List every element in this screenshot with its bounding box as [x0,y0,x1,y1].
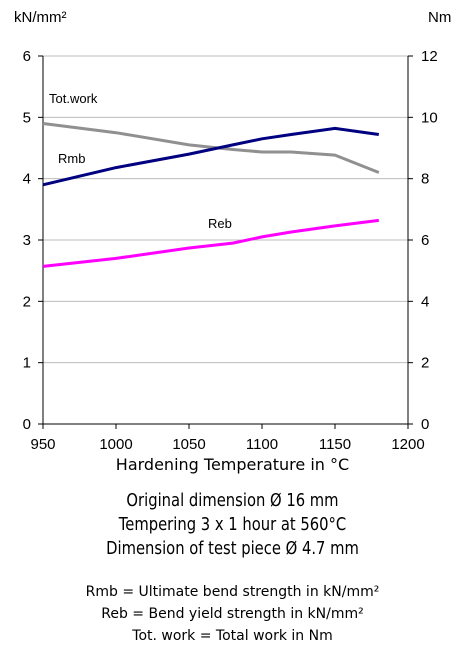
y-right-tick-label: 10 [421,109,438,126]
y-right-tick-label: 4 [421,293,429,310]
y-right-tick-label: 6 [421,232,429,249]
condition-tempering: Tempering 3 x 1 hour at 560°C [118,514,347,535]
y-left-axis-unit: kN/mm² [14,9,67,26]
legend-note-rmb: Rmb = Ultimate bend strength in kN/mm² [85,584,380,600]
y-right-tick-label: 0 [421,416,429,433]
y-left-tick-label: 4 [23,171,31,188]
x-axis-label: Hardening Temperature in °C [115,455,350,474]
y-left-tick-label: 0 [23,416,31,433]
series-label: Tot.work [49,91,98,106]
axes [38,55,413,429]
y-right-tick-label: 8 [421,171,429,188]
y-left-tick-label: 2 [23,293,31,310]
y-right-tick-label: 12 [421,48,438,65]
gridlines [43,55,408,425]
series-line-reb [42,218,379,268]
condition-test-piece: Dimension of test piece Ø 4.7 mm [106,538,359,559]
y-left-tick-label: 5 [23,109,31,126]
series-label: Rmb [58,151,85,166]
series-line-rmb [42,126,380,187]
condition-original-dimension: Original dimension Ø 16 mm [126,490,339,511]
legend-note-tot-work: Tot. work = Total work in Nm [132,628,333,644]
x-tick-label: 1050 [172,436,205,453]
series-line-tot-work [42,122,380,174]
y-left-tick-label: 6 [23,48,31,65]
series-labels: Tot.work Rmb Reb [49,91,232,231]
series-label: Reb [208,216,232,231]
x-tick-label: 1200 [391,436,424,453]
x-tick-label: 1000 [99,436,132,453]
series-lines [42,122,380,268]
x-tick-label: 1100 [246,436,278,453]
y-left-tick-label: 3 [23,232,31,249]
y-left-tick-label: 1 [23,355,31,372]
x-tick-label: 1150 [319,436,351,453]
x-tick-label: 950 [30,436,55,453]
y-right-axis-unit: Nm [428,9,451,26]
legend-note-reb: Reb = Bend yield strength in kN/mm² [101,606,364,622]
y-right-tick-label: 2 [421,355,429,372]
